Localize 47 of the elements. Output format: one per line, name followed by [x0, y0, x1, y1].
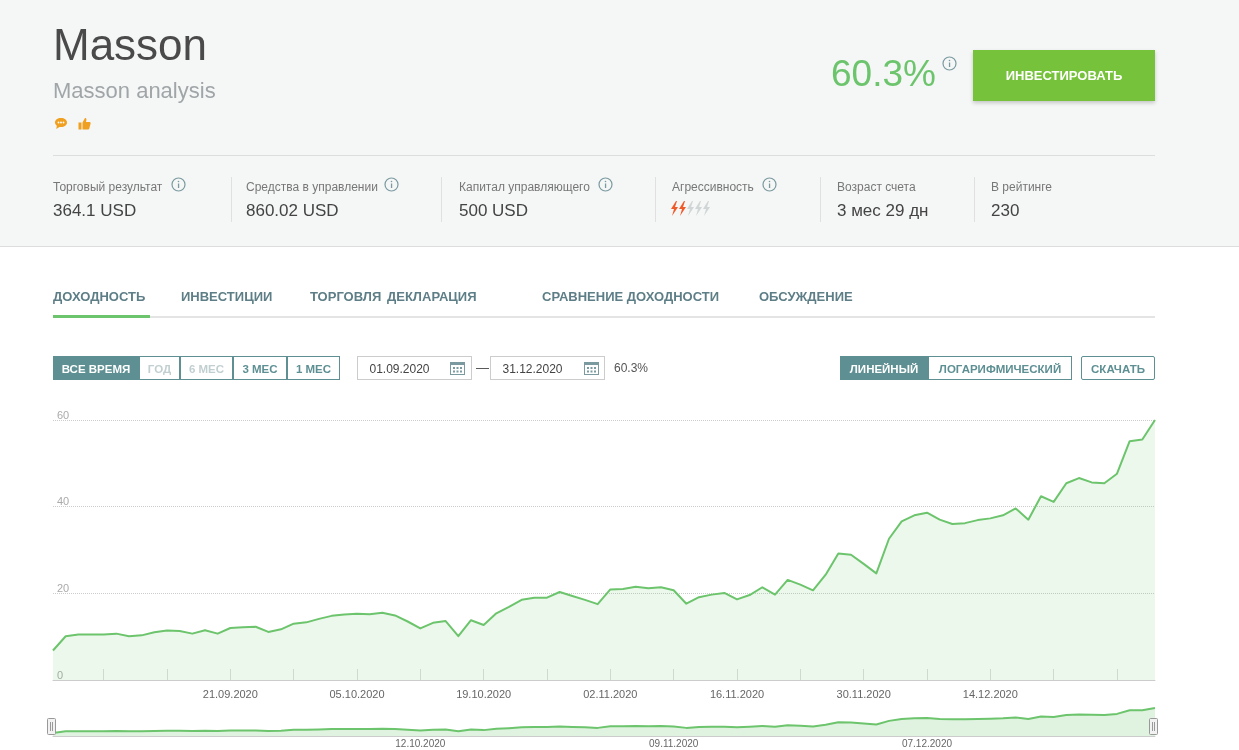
x-tick-label: 07.12.2020: [901, 737, 953, 749]
text: Торговый результат: [53, 180, 163, 194]
text: ДОХОДНОСТЬ: [53, 289, 146, 304]
text: СКАЧАТЬ: [1081, 356, 1155, 380]
x-tick-label: 05.10.2020: [329, 687, 385, 700]
y-tick-label: 20: [57, 581, 70, 594]
text: В рейтинге: [991, 180, 1053, 194]
text: 6 МЕС: [180, 356, 233, 380]
chart-title: Masson: [53, 20, 208, 70]
text: 60.3%: [831, 53, 936, 95]
chart-subtitle: Masson analysis: [53, 78, 216, 104]
x-tick-label: 21.09.2020: [202, 687, 258, 700]
x-tick-label: 14.12.2020: [962, 687, 1018, 700]
y-tick-label: 0: [57, 668, 64, 681]
text: ЛИНЕЙНЫЙ: [840, 356, 928, 380]
text: 60.3%: [614, 361, 649, 375]
text: ИНВЕСТИЦИИ: [181, 289, 273, 304]
y-tick-label: 60: [57, 408, 70, 421]
text: Агрессивность: [672, 180, 754, 194]
text: ЛОГАРИФМИЧЕСКИЙ: [928, 356, 1072, 380]
text: Средства в управлении: [246, 180, 378, 194]
text: 860.02 USD: [246, 201, 339, 221]
text: Возраст счета: [837, 180, 916, 194]
text: Капитал управляющего: [459, 180, 590, 194]
x-tick-label: 19.10.2020: [456, 687, 512, 700]
x-tick-label: 12.10.2020: [395, 737, 446, 749]
text: ГОД: [139, 356, 180, 380]
x-tick-label: 02.11.2020: [583, 687, 638, 700]
text: СРАВНЕНИЕ ДОХОДНОСТИ: [542, 289, 720, 304]
text: ТОРГОВЛЯ: [310, 289, 382, 304]
x-tick-label: 09.11.2020: [649, 737, 699, 749]
text: 230: [991, 201, 1020, 221]
text: 1 МЕС: [287, 356, 340, 380]
y-tick-label: 40: [57, 495, 70, 508]
text: 3 МЕС: [233, 356, 287, 380]
x-tick-label: 30.11.2020: [836, 687, 891, 700]
text: ДЕКЛАРАЦИЯ: [387, 289, 477, 304]
text: 01.09.2020: [357, 356, 472, 380]
x-tick-label: 16.11.2020: [709, 687, 765, 700]
text: 500 USD: [459, 201, 528, 221]
text: ВСЕ ВРЕМЯ: [53, 356, 139, 380]
text: ОБСУЖДЕНИЕ: [759, 289, 853, 304]
text: 31.12.2020: [490, 356, 605, 380]
text: 3 мес 29 дн: [837, 201, 929, 221]
text: —: [476, 360, 489, 375]
text: ИНВЕСТИРОВАТЬ: [973, 50, 1155, 101]
text: 364.1 USD: [53, 201, 137, 221]
